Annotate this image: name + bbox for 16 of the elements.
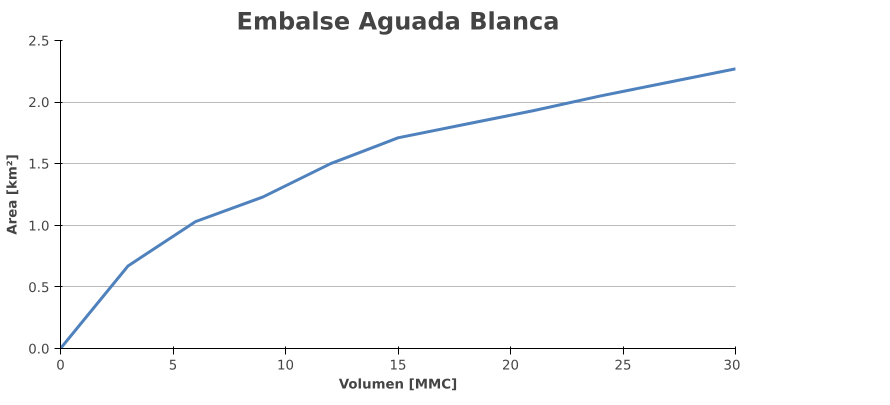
y-tick-label: 1.5: [28, 158, 50, 173]
x-tick-label: 0: [56, 358, 65, 374]
y-tick-label: 0.5: [28, 280, 50, 296]
x-tick-label: 25: [614, 358, 632, 374]
x-tick-label: 30: [724, 358, 741, 374]
y-axis-title: Area [km²]: [5, 154, 20, 235]
y-tick-label: 2.5: [28, 34, 50, 50]
x-tick-label: 10: [277, 358, 294, 374]
y-tick-label: 1.0: [28, 219, 50, 234]
x-axis-title: Volumen [MMC]: [338, 378, 458, 392]
y-tick-label: 2.0: [28, 96, 50, 112]
x-tick-label: 20: [502, 358, 519, 374]
x-tick-label: 5: [168, 358, 178, 374]
y-tick-label: 0.0: [28, 342, 50, 358]
chart-title: Embalse Aguada Blanca: [236, 8, 560, 36]
x-tick-label: 15: [390, 358, 406, 374]
